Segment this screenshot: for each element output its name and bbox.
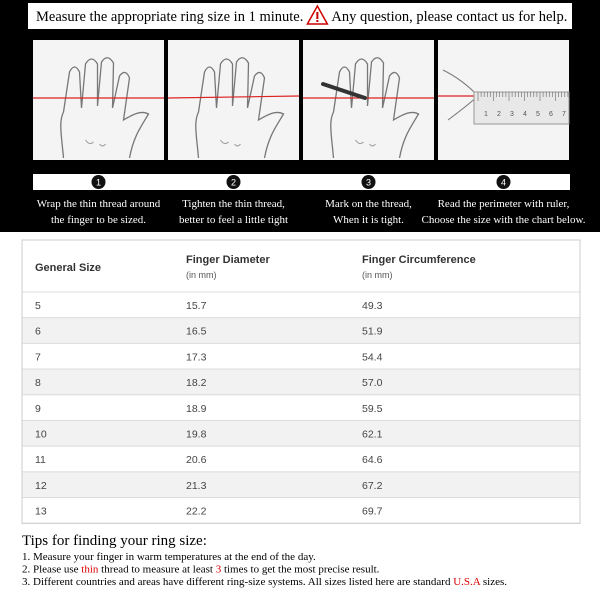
table-row [21,445,581,473]
tip: 1. Measure your finger in warm temperatu… [22,551,316,563]
header-right: Any question, please contact us for help… [331,9,567,25]
table-border [21,239,581,524]
tip-text: 2. Please use [22,564,81,576]
step-circle [496,175,511,189]
table-cell: 15.7 [186,300,207,312]
column-unit: (in mm) [362,270,393,280]
table-cell: 49.3 [362,300,383,312]
step-caption: Read the perimeter with ruler, [438,198,570,210]
table-header [21,239,581,293]
tip-highlight: U.S.A [453,576,481,588]
column-title: General Size [35,262,101,274]
tips-title: Tips for finding your ring size: [22,533,207,549]
step-number: 1 [96,178,101,188]
step-caption: Tighten the thin thread, [182,198,285,210]
tip-highlight: thin [81,564,99,576]
table-row [21,420,581,447]
warning-icon [306,4,329,25]
table-row [21,497,581,524]
ruler-label: 7 [562,111,566,118]
tip-text: sizes. [480,576,507,588]
tip: 2. Please use thin thread to measure at … [22,564,380,576]
tip-text: 1. Measure your finger in warm temperatu… [22,551,316,563]
table-cell: 62.1 [362,429,383,441]
tip: 3. Different countries and areas have di… [22,576,507,588]
table-cell: 57.0 [362,377,383,389]
tip-text: 3. Different countries and areas have di… [22,576,453,588]
step-caption: the finger to be sized. [51,214,146,226]
table-cell: 7 [35,351,41,363]
table-cell: 22.2 [186,506,207,518]
ruler-label: 2 [497,111,501,118]
header-box [28,3,572,29]
header-left: Measure the appropriate ring size in 1 m… [36,9,303,25]
ruler-label: 6 [549,111,553,118]
step-number: 4 [501,178,506,188]
ruler-label: 5 [536,111,540,118]
table-cell: 54.4 [362,351,383,363]
table-cell: 13 [35,506,47,518]
ruler-label: 1 [484,111,488,118]
table-cell: 10 [35,429,47,441]
pen [321,82,367,100]
step-caption: better to feel a little tight [179,214,288,226]
table-cell: 16.5 [186,326,207,338]
step-circle [361,175,376,189]
column-unit: (in mm) [186,270,217,280]
table-cell: 64.6 [362,454,383,466]
table-cell: 11 [35,454,46,466]
table-cell: 12 [35,480,47,492]
step-caption: Choose the size with the chart below. [422,214,586,226]
column-title: Finger Diameter [186,254,270,266]
table-cell: 20.6 [186,454,207,466]
step-number: 2 [231,178,236,188]
thread [167,95,300,99]
step-circle [226,175,241,189]
table-row [21,317,581,344]
table-cell: 5 [35,300,41,312]
tip-text: times to get the most precise result. [221,564,379,576]
step-number: 3 [366,178,371,188]
table-cell: 69.7 [362,506,383,518]
table-cell: 21.3 [186,480,207,492]
table-cell: 59.5 [362,403,383,415]
timeline [33,174,570,190]
column-title: Finger Circumference [362,254,476,266]
table-cell: 19.8 [186,429,207,441]
ruler-label: 3 [510,111,514,118]
tip-text: thread to measure at least [98,564,215,576]
ruler-label: 4 [523,111,527,118]
table-cell: 8 [35,377,41,389]
table-cell: 18.9 [186,403,207,415]
step-circle [91,175,106,189]
ruler [473,91,570,125]
table-cell: 6 [35,326,41,338]
step-caption: Wrap the thin thread around [37,198,161,210]
tip-highlight: 3 [216,564,222,576]
step-caption: When it is tight. [333,214,404,226]
table-row [21,394,581,421]
table-cell: 17.3 [186,351,207,363]
table-row [21,291,581,319]
table-cell: 51.9 [362,326,383,338]
table-row [21,342,581,370]
table-cell: 9 [35,403,41,415]
table-cell: 18.2 [186,377,207,389]
table-row [21,368,581,396]
table-cell: 67.2 [362,480,383,492]
step-caption: Mark on the thread, [325,198,412,210]
table-row [21,471,581,499]
